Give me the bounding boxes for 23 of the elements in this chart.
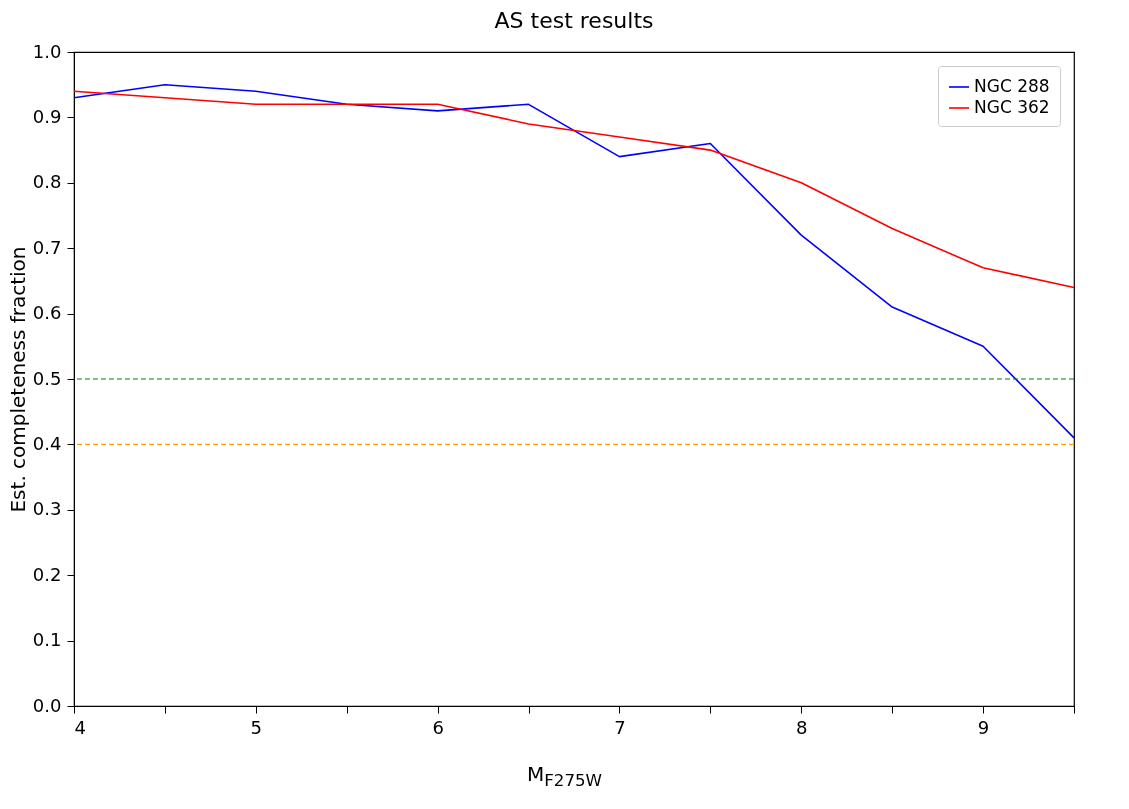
- y-tick-label: 0.8: [32, 171, 62, 193]
- y-tick-label: 0.2: [32, 563, 62, 585]
- y-tick-label: 1.0: [32, 40, 62, 62]
- y-tick-label: 0.5: [32, 367, 62, 389]
- x-tick-label: 7: [614, 716, 626, 738]
- y-tick-label: 0.6: [32, 302, 62, 324]
- line-series: [73, 90, 1075, 289]
- y-tick-label: 0.9: [32, 105, 62, 127]
- y-tick-label: 0.7: [32, 236, 62, 258]
- y-axis-title: Est. completeness fraction: [5, 246, 30, 513]
- y-tick-label: 0.3: [32, 498, 62, 520]
- legend-label: NGC 288: [974, 76, 1050, 96]
- x-tick-label: 9: [977, 716, 990, 738]
- x-tick-label: 4: [74, 716, 86, 738]
- y-tick-label: 0.0: [32, 694, 62, 716]
- legend-label: NGC 362: [974, 97, 1050, 117]
- x-tick-label: 8: [796, 716, 808, 738]
- x-tick-label: 6: [432, 716, 444, 738]
- y-tick-label: 0.1: [32, 629, 62, 651]
- x-axis-title: M$_{F275W}$: [525, 762, 604, 790]
- x-tick-label: 5: [250, 716, 263, 738]
- y-tick-label: 0.4: [32, 432, 62, 454]
- chart-title: AS test results: [494, 8, 654, 33]
